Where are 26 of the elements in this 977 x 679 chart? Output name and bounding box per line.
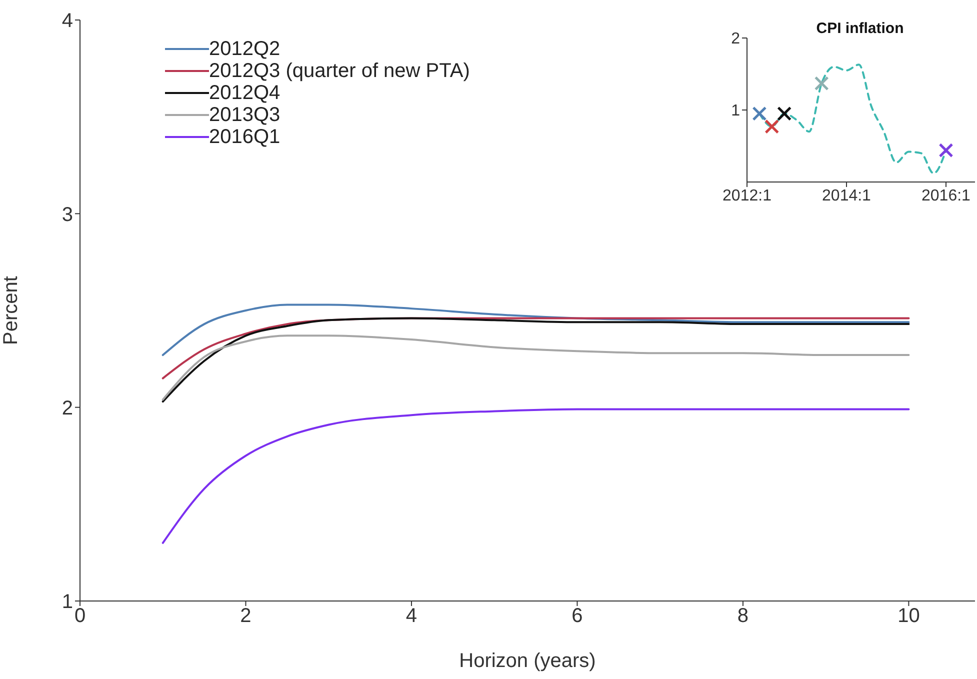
- x-tick-label: 2: [240, 605, 252, 628]
- y-axis-title: Percent: [0, 276, 22, 345]
- legend-label: 2012Q4: [209, 82, 280, 104]
- y-tick-label: 1: [62, 591, 73, 614]
- line-series: [162, 408, 910, 544]
- x-tick-label: 8: [737, 605, 749, 628]
- line-series: [162, 317, 910, 403]
- y-tick-label: 2: [62, 397, 73, 420]
- x-tick-label: 2014:1: [822, 187, 872, 204]
- legend-label: 2012Q2: [209, 38, 280, 60]
- legend-label: 2013Q3: [209, 104, 280, 126]
- legend-label: 2012Q3 (quarter of new PTA): [209, 60, 470, 82]
- x-tick-label: 2012:1: [722, 187, 772, 204]
- x-tick-label: 10: [898, 605, 920, 628]
- line-series: [162, 304, 910, 356]
- x-tick-label: 0: [74, 605, 86, 628]
- chart-title: CPI inflation: [815, 20, 905, 37]
- y-tick-label: 4: [62, 10, 73, 32]
- x-tick-label: 2016:1: [922, 187, 971, 204]
- line-series: [162, 334, 910, 401]
- x-tick-label: 4: [406, 605, 418, 628]
- x-tick-label: 6: [572, 605, 583, 628]
- y-tick-label: 3: [62, 204, 73, 226]
- y-tick-label: 1: [731, 102, 740, 120]
- x-axis-title: Horizon (years): [459, 650, 596, 672]
- legend-label: 2016Q1: [209, 126, 280, 148]
